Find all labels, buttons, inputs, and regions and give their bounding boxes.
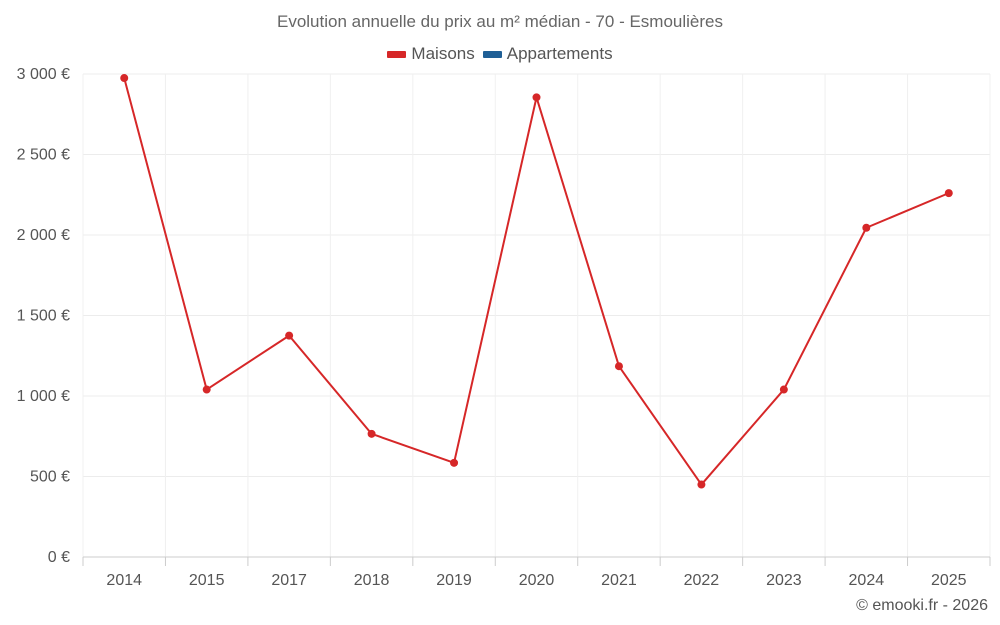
legend-swatch-maisons: [387, 50, 407, 58]
legend-swatch-appartements: [482, 50, 502, 58]
x-tick-label: 2015: [189, 572, 225, 589]
x-tick-label: 2017: [271, 572, 307, 589]
x-tick-label: 2025: [931, 572, 967, 589]
legend-label-maisons: Maisons: [411, 44, 475, 63]
y-tick-label: 500 €: [30, 469, 70, 486]
x-tick-label: 2021: [601, 572, 637, 589]
data-point: [944, 189, 953, 198]
x-tick-label: 2024: [849, 572, 885, 589]
x-tick-label: 2020: [519, 572, 555, 589]
legend-item-maisons[interactable]: Maisons: [387, 44, 475, 64]
x-tick-label: 2022: [684, 572, 720, 589]
y-tick-label: 1 500 €: [17, 308, 70, 325]
data-point: [367, 429, 376, 438]
data-point: [120, 74, 129, 83]
y-tick-label: 1 000 €: [17, 388, 70, 405]
x-tick-label: 2023: [766, 572, 802, 589]
y-tick-label: 2 000 €: [17, 227, 70, 244]
legend-item-appartements[interactable]: Appartements: [482, 44, 613, 64]
x-tick-label: 2014: [106, 572, 142, 589]
credit: © emooki.fr - 2026: [856, 597, 988, 614]
data-point: [862, 223, 871, 232]
chart-title: Evolution annuelle du prix au m² médian …: [276, 12, 723, 31]
data-point: [202, 385, 211, 394]
x-tick-label: 2018: [354, 572, 390, 589]
data-point: [614, 362, 623, 371]
data-point: [697, 480, 706, 489]
y-tick-label: 0 €: [48, 549, 70, 566]
data-point: [450, 458, 459, 467]
y-tick-label: 2 500 €: [17, 147, 70, 164]
data-point: [285, 331, 294, 340]
legend: Maisons Appartements: [0, 44, 1000, 64]
data-point: [532, 93, 541, 102]
data-point: [779, 385, 788, 394]
legend-label-appartements: Appartements: [506, 44, 613, 63]
x-tick-label: 2019: [436, 572, 472, 589]
y-tick-label: 3 000 €: [17, 66, 70, 83]
